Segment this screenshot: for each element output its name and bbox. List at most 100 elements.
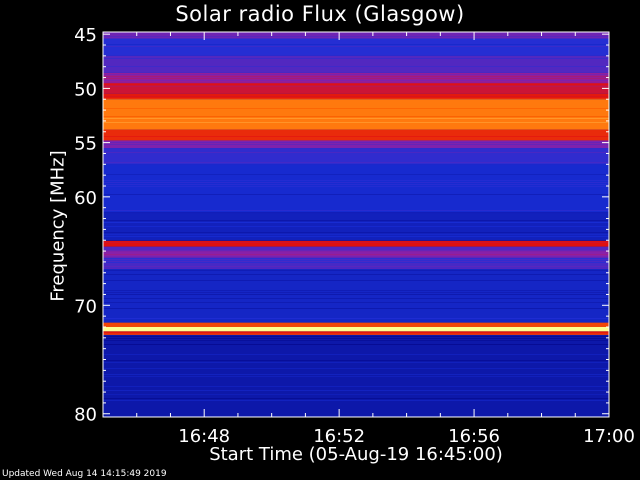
spectrogram-row bbox=[103, 280, 609, 281]
x-tick-label-2: 16:56 bbox=[448, 426, 500, 447]
frequency-band-1 bbox=[103, 38, 609, 56]
spectrogram-row bbox=[103, 122, 609, 123]
spectrogram-row bbox=[103, 338, 609, 339]
x-tick-label-0: 16:48 bbox=[178, 426, 230, 447]
spectrogram-row bbox=[103, 96, 609, 97]
spectrogram-row bbox=[103, 86, 609, 87]
spectrogram-row bbox=[103, 76, 609, 77]
spectrogram-row bbox=[103, 298, 609, 299]
spectrogram-row bbox=[103, 302, 609, 303]
spectrogram-row bbox=[103, 232, 609, 233]
spectrogram-row bbox=[103, 142, 609, 143]
spectrogram-row bbox=[103, 74, 609, 75]
spectrogram-row bbox=[103, 268, 609, 269]
spectrogram-row bbox=[103, 332, 609, 333]
y-tick-label-60: 60 bbox=[74, 188, 97, 209]
frequency-band-3 bbox=[103, 72, 609, 83]
spectrogram-row bbox=[103, 256, 609, 257]
spectrogram-row bbox=[103, 66, 609, 67]
spectrogram-row bbox=[103, 258, 609, 259]
spectrogram-row bbox=[103, 266, 609, 267]
frequency-band-7 bbox=[103, 129, 609, 141]
spectrogram-row bbox=[103, 360, 609, 361]
spectrogram-row bbox=[103, 334, 609, 335]
frequency-band-20 bbox=[103, 334, 609, 417]
frequency-band-6 bbox=[103, 99, 609, 130]
spectrogram-row bbox=[103, 292, 609, 293]
spectrogram-row bbox=[103, 386, 609, 387]
spectrogram-row bbox=[103, 240, 609, 241]
y-axis-label-text: Frequency [MHz] bbox=[47, 150, 69, 302]
spectrogram-row bbox=[103, 174, 609, 175]
spectrogram-row bbox=[103, 118, 609, 119]
spectrogram-row bbox=[103, 36, 609, 37]
frequency-band-17 bbox=[103, 322, 609, 327]
spectrogram-row bbox=[103, 180, 609, 181]
x-axis-label: Start Time (05-Aug-19 16:45:00) bbox=[209, 444, 503, 465]
spectrogram-row bbox=[103, 260, 609, 261]
spectrogram-row bbox=[103, 368, 609, 369]
frequency-band-13 bbox=[103, 246, 609, 252]
frequency-band-9 bbox=[103, 148, 609, 165]
spectrogram-row bbox=[103, 290, 609, 291]
spectrogram-row bbox=[103, 162, 609, 163]
spectrogram-row bbox=[103, 236, 609, 237]
y-tick-label-45: 45 bbox=[74, 25, 97, 46]
spectrogram-row bbox=[103, 58, 609, 59]
chart-title: Solar radio Flux (Glasgow) bbox=[175, 2, 465, 26]
x-tick-label-1: 16:52 bbox=[313, 426, 365, 447]
frequency-band-4 bbox=[103, 82, 609, 94]
frequency-band-10 bbox=[103, 164, 609, 214]
plot-area bbox=[103, 32, 609, 417]
frequency-band-16 bbox=[103, 268, 609, 323]
plot-frame bbox=[102, 31, 610, 418]
spectrogram-row bbox=[103, 116, 609, 117]
spectrogram-row bbox=[103, 254, 609, 255]
spectrogram-row bbox=[103, 242, 609, 243]
spectrogram-row bbox=[103, 210, 609, 211]
frequency-band-12 bbox=[103, 240, 609, 247]
spectrogram-row bbox=[103, 270, 609, 271]
frequency-band-2 bbox=[103, 55, 609, 73]
spectrogram-row bbox=[103, 374, 609, 375]
spectrogram-row bbox=[103, 182, 609, 183]
spectrogram-row bbox=[103, 212, 609, 213]
spectrogram-row bbox=[103, 72, 609, 73]
spectrogram-row bbox=[103, 354, 609, 355]
y-tick-label-55: 55 bbox=[74, 134, 97, 155]
spectrogram-row bbox=[103, 84, 609, 85]
frequency-band-18 bbox=[103, 326, 609, 332]
spectrogram-row bbox=[103, 226, 609, 227]
spectrogram-row bbox=[103, 186, 609, 187]
spectrogram-row bbox=[103, 340, 609, 341]
spectrogram-row bbox=[103, 262, 609, 263]
spectrogram-row bbox=[103, 78, 609, 79]
spectrogram-row bbox=[103, 274, 609, 275]
spectrogram-row bbox=[103, 400, 609, 401]
spectrogram-row bbox=[103, 220, 609, 221]
y-tick-label-70: 70 bbox=[74, 296, 97, 317]
spectrogram-row bbox=[103, 80, 609, 81]
x-axis: 16:48 16:52 16:56 17:00 bbox=[136, 32, 635, 447]
spectrogram-row bbox=[103, 318, 609, 319]
spectrogram-row bbox=[103, 344, 609, 345]
spectrogram-row bbox=[103, 46, 609, 47]
spectrogram-row bbox=[103, 144, 609, 145]
frequency-band-0 bbox=[103, 32, 609, 39]
spectrogram-row bbox=[103, 394, 609, 395]
x-tick-label-3: 17:00 bbox=[583, 426, 635, 447]
spectrogram-row bbox=[103, 376, 609, 377]
spectrogram-row bbox=[103, 44, 609, 45]
spectrogram-row bbox=[103, 108, 609, 109]
spectrogram-row bbox=[103, 308, 609, 309]
spectrogram-row bbox=[103, 390, 609, 391]
spectrogram-row bbox=[103, 184, 609, 185]
spectrogram-row bbox=[103, 250, 609, 251]
spectrogram-row bbox=[103, 336, 609, 337]
spectrogram-row bbox=[103, 398, 609, 399]
spectrogram-row bbox=[103, 234, 609, 235]
y-tick-label-50: 50 bbox=[74, 79, 97, 100]
spectrogram-row bbox=[103, 136, 609, 137]
updated-timestamp: Updated Wed Aug 14 14:15:49 2019 bbox=[2, 469, 167, 479]
